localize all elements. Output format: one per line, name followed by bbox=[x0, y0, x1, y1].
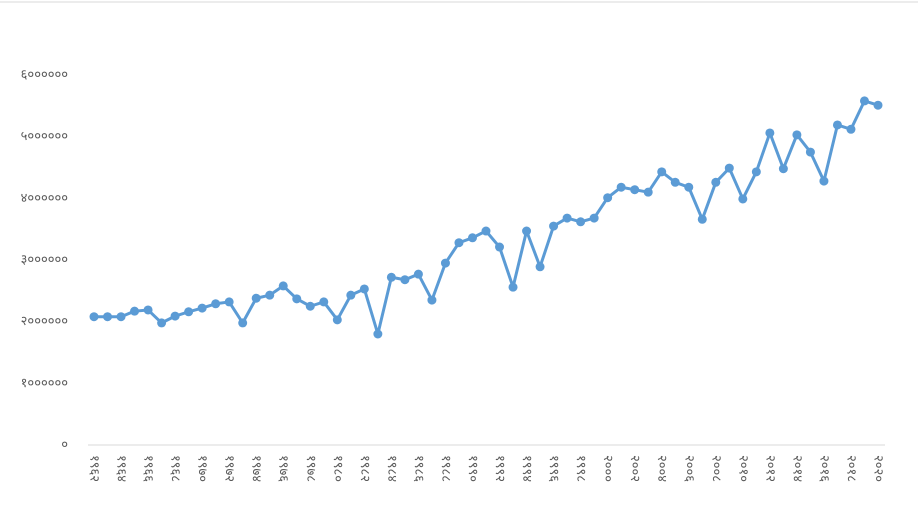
data-point bbox=[170, 311, 180, 321]
data-point bbox=[305, 301, 315, 311]
x-tick-label: १९६८ bbox=[168, 455, 183, 482]
data-point bbox=[724, 163, 734, 173]
data-point bbox=[157, 318, 167, 328]
x-tick-label: २०१० bbox=[735, 455, 750, 482]
x-tick-label: १९६६ bbox=[141, 455, 156, 482]
x-tick-label: २०१४ bbox=[789, 455, 804, 482]
data-point bbox=[319, 297, 329, 307]
x-tick-label: १९८६ bbox=[411, 455, 426, 482]
x-tick-label: १९६२ bbox=[87, 455, 102, 482]
data-point bbox=[386, 272, 396, 282]
data-point bbox=[359, 284, 369, 294]
data-point bbox=[238, 318, 248, 328]
data-point bbox=[211, 299, 221, 309]
y-tick-label: ० bbox=[61, 438, 68, 453]
data-point bbox=[522, 226, 532, 236]
data-point bbox=[873, 100, 883, 110]
data-point bbox=[711, 177, 721, 187]
y-tick-label: ५०००००० bbox=[21, 129, 68, 144]
data-point bbox=[616, 182, 626, 192]
data-point bbox=[549, 221, 559, 231]
x-tick-label: १९७४ bbox=[249, 455, 264, 482]
data-point bbox=[751, 167, 761, 177]
x-tick-label: २०१२ bbox=[762, 455, 777, 482]
data-point bbox=[589, 213, 599, 223]
x-tick-label: २००० bbox=[600, 455, 615, 482]
data-point bbox=[103, 312, 113, 322]
data-point bbox=[292, 294, 302, 304]
data-point bbox=[440, 258, 450, 268]
data-point bbox=[454, 238, 464, 248]
data-point bbox=[143, 305, 153, 315]
data-point bbox=[332, 315, 342, 325]
y-tick-label: २०००००० bbox=[21, 314, 68, 329]
x-tick-label: १९८२ bbox=[357, 455, 372, 482]
x-tick-label: १९७६ bbox=[276, 455, 291, 482]
data-point bbox=[413, 269, 423, 279]
y-tick-label: ६०००००० bbox=[21, 68, 68, 83]
data-point bbox=[670, 177, 680, 187]
x-tick-label: १९७० bbox=[195, 455, 210, 482]
data-point bbox=[576, 217, 586, 227]
data-point bbox=[346, 290, 356, 300]
data-point bbox=[467, 233, 477, 243]
data-point bbox=[778, 164, 788, 174]
x-tick-label: २०१८ bbox=[843, 455, 858, 482]
data-point bbox=[765, 128, 775, 138]
data-point bbox=[630, 185, 640, 195]
data-point bbox=[265, 290, 275, 300]
data-point bbox=[278, 281, 288, 291]
x-tick-label: २०२० bbox=[871, 455, 886, 482]
y-tick-label: ३०००००० bbox=[21, 253, 68, 268]
data-point bbox=[859, 96, 869, 106]
data-point bbox=[251, 293, 261, 303]
data-point bbox=[819, 176, 829, 186]
data-point bbox=[603, 193, 613, 203]
x-tick-label: १९८८ bbox=[438, 455, 453, 482]
x-tick-label: १९९४ bbox=[519, 455, 534, 482]
data-point bbox=[89, 312, 99, 322]
x-tick-label: १९९० bbox=[465, 455, 480, 482]
y-tick-label: ४०००००० bbox=[21, 191, 68, 206]
data-point bbox=[495, 242, 505, 252]
data-point bbox=[657, 167, 667, 177]
x-tick-label: १९९६ bbox=[546, 455, 561, 482]
data-point bbox=[184, 307, 194, 317]
data-point bbox=[643, 187, 653, 197]
data-point bbox=[684, 182, 694, 192]
data-point bbox=[224, 297, 234, 307]
data-line bbox=[94, 99, 879, 336]
data-point bbox=[562, 213, 572, 223]
data-point bbox=[116, 312, 126, 322]
data-point bbox=[846, 124, 856, 134]
y-tick-label: १०००००० bbox=[21, 376, 68, 391]
data-point bbox=[130, 306, 140, 316]
data-point bbox=[427, 295, 437, 305]
x-tick-label: २००४ bbox=[654, 455, 669, 482]
data-point bbox=[535, 262, 545, 272]
x-tick-label: १९९८ bbox=[573, 455, 588, 482]
data-point bbox=[738, 194, 748, 204]
data-point bbox=[832, 120, 842, 130]
data-point bbox=[792, 130, 802, 140]
x-tick-label: १९८० bbox=[330, 455, 345, 482]
data-point bbox=[400, 275, 410, 285]
data-point bbox=[373, 329, 383, 339]
data-point bbox=[481, 226, 491, 236]
data-point bbox=[697, 214, 707, 224]
data-point bbox=[805, 147, 815, 157]
data-point bbox=[508, 282, 518, 292]
x-tick-label: १९८४ bbox=[384, 455, 399, 482]
x-tick-label: २००६ bbox=[681, 455, 696, 482]
x-tick-label: २००८ bbox=[708, 455, 723, 482]
data-point bbox=[197, 303, 207, 313]
x-tick-label: १९९२ bbox=[492, 455, 507, 482]
x-tick-label: १९७२ bbox=[222, 455, 237, 482]
x-tick-label: २०१६ bbox=[816, 455, 831, 482]
x-tick-label: २००२ bbox=[627, 455, 642, 482]
x-tick-label: १९७८ bbox=[303, 455, 318, 482]
x-tick-label: १९६४ bbox=[114, 455, 129, 482]
